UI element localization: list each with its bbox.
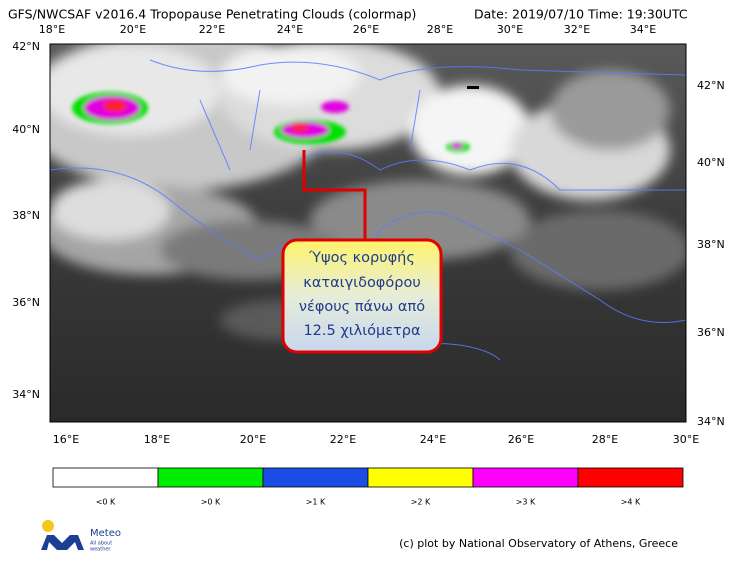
- top-axis-label: 20°E: [120, 23, 146, 36]
- top-axis-label: 32°E: [564, 23, 590, 36]
- bottom-axis-label: 24°E: [420, 433, 446, 446]
- left-axis-label: 38°N: [12, 209, 40, 222]
- colorbar-segment: [157, 467, 264, 488]
- colorbar-segment: [367, 467, 474, 488]
- callout-box: [281, 238, 443, 354]
- right-axis-label: 38°N: [697, 238, 725, 251]
- colorbar: <0 K >0 K >1 K >2 K >3 K >4 K: [52, 467, 684, 507]
- colorbar-segment: [472, 467, 579, 488]
- top-axis-label: 28°E: [427, 23, 453, 36]
- bottom-axis-label: 18°E: [144, 433, 170, 446]
- colorbar-label: >1 K: [306, 498, 326, 507]
- left-axis-label: 40°N: [12, 123, 40, 136]
- logo-tagline: All about: [90, 541, 112, 547]
- right-axis-label: 42°N: [697, 79, 725, 92]
- left-axis-label: 34°N: [12, 388, 40, 401]
- callout-text: νέφους πάνω από: [299, 299, 425, 315]
- right-axis-label: 36°N: [697, 326, 725, 339]
- colorbar-segment: [577, 467, 684, 488]
- marker: [467, 86, 479, 89]
- callout-line: [302, 150, 367, 240]
- bottom-axis-label: 26°E: [508, 433, 534, 446]
- callout-text: Ύψος κορυφής: [308, 250, 415, 266]
- colorbar-label: <0 K: [96, 498, 116, 507]
- logo-mark: [41, 535, 84, 550]
- bottom-axis-label: 22°E: [330, 433, 356, 446]
- date: Date: 2019/07/10: [474, 7, 584, 22]
- left-axis-label: 36°N: [12, 296, 40, 309]
- top-axis-label: 30°E: [497, 23, 523, 36]
- bottom-axis-label: 30°E: [673, 433, 699, 446]
- colorbar-label: >0 K: [201, 498, 221, 507]
- logo-sun: [42, 520, 54, 532]
- top-axis-label: 34°E: [630, 23, 656, 36]
- colorbar-label: >4 K: [621, 498, 641, 507]
- right-axis-label: 34°N: [697, 415, 725, 428]
- callout-text: καταιγιδοφόρου: [303, 275, 420, 291]
- colorbar-segment: [52, 467, 159, 488]
- satellite-map: [50, 44, 686, 422]
- colorbar-label: >3 K: [516, 498, 536, 507]
- callout-text: 12.5 χιλιόμετρα: [303, 323, 420, 339]
- top-axis-label: 22°E: [199, 23, 225, 36]
- time: Time: 19:30UTC: [587, 7, 688, 22]
- top-axis-label: 18°E: [39, 23, 65, 36]
- bottom-axis-label: 28°E: [592, 433, 618, 446]
- logo-tagline: weather: [90, 547, 111, 553]
- title: GFS/NWCSAF v2016.4 Tropopause Penetratin…: [8, 7, 416, 22]
- colorbar-label: >2 K: [411, 498, 431, 507]
- bottom-axis-label: 20°E: [240, 433, 266, 446]
- left-axis-label: 42°N: [12, 40, 40, 53]
- bottom-axis-label: 16°E: [53, 433, 79, 446]
- right-axis-label: 40°N: [697, 156, 725, 169]
- colorbar-segment: [262, 467, 369, 488]
- top-axis-label: 26°E: [353, 23, 379, 36]
- credit: (c) plot by National Observatory of Athe…: [399, 537, 678, 550]
- top-axis-label: 24°E: [277, 23, 303, 36]
- logo-name: Meteo: [90, 528, 121, 539]
- map-frame: [49, 43, 687, 423]
